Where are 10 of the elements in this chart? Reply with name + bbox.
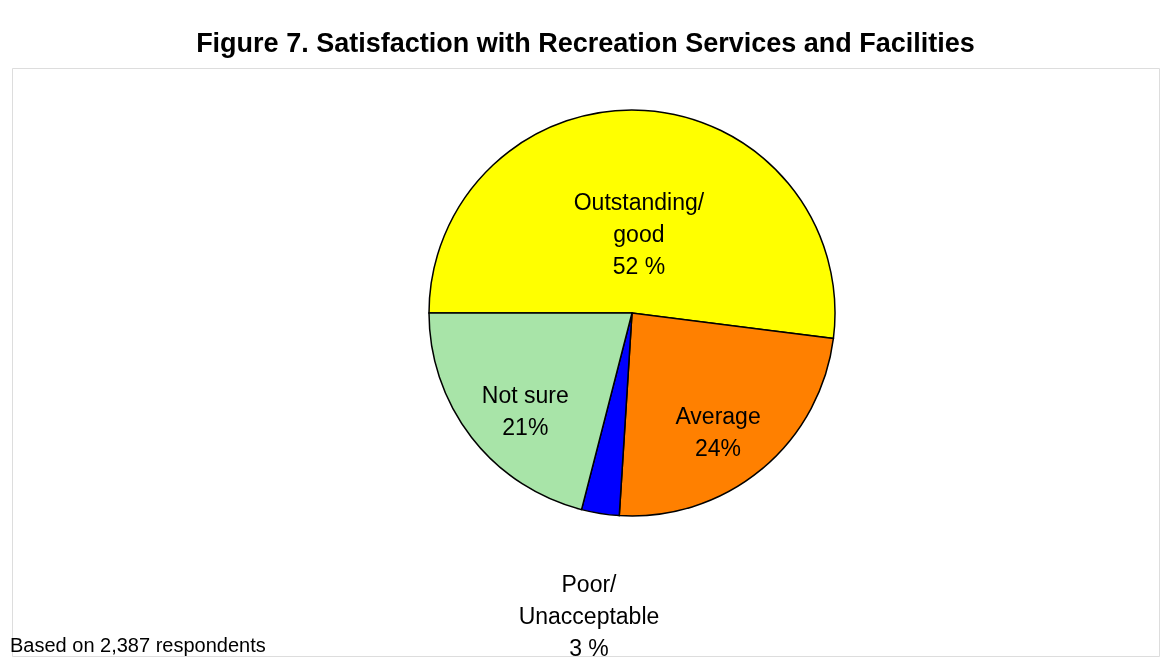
data-label: 3 % bbox=[569, 634, 609, 661]
slice-label: Poor/Unacceptable bbox=[518, 570, 660, 629]
chart-title: Figure 7. Satisfaction with Recreation Services and Facilities bbox=[196, 28, 975, 58]
slice-label: Outstanding/good bbox=[573, 189, 705, 248]
data-label: 52 % bbox=[612, 253, 666, 280]
data-label: 21% bbox=[502, 413, 549, 440]
slice-label: Not sure bbox=[481, 381, 569, 408]
slice-label: Average bbox=[675, 403, 761, 430]
text: Based on 2,387 respondents bbox=[10, 634, 266, 656]
data-label: 24% bbox=[695, 435, 742, 462]
